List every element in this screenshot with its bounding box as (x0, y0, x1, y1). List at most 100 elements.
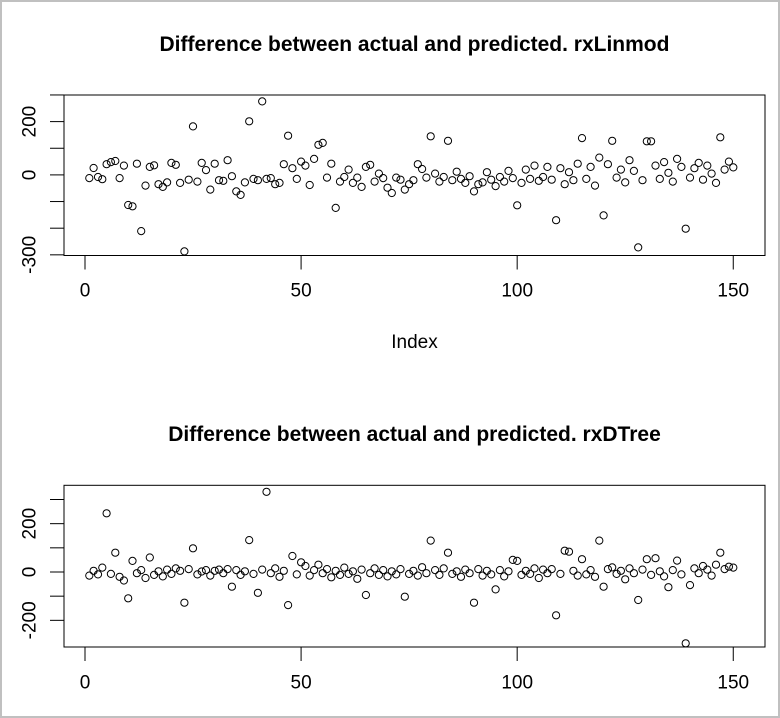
data-point (599, 582, 608, 591)
data-point (487, 175, 496, 184)
data-point (279, 160, 288, 169)
data-point (167, 158, 176, 167)
data-point (236, 190, 245, 199)
data-point (482, 168, 491, 177)
data-point (383, 183, 392, 192)
data-point (487, 570, 496, 579)
chart1-xlabel: Index (391, 332, 438, 353)
data-point (370, 177, 379, 186)
data-point (724, 157, 734, 166)
data-point (612, 173, 621, 182)
data-point (271, 180, 280, 189)
data-point (418, 563, 427, 572)
data-point (111, 548, 120, 557)
data-point (366, 569, 375, 578)
data-point (89, 163, 98, 173)
data-point (98, 563, 107, 572)
data-point (275, 178, 284, 187)
data-point (564, 168, 574, 177)
data-point (292, 174, 301, 183)
data-point (262, 174, 271, 183)
data-point (703, 565, 712, 574)
data-point (201, 166, 211, 175)
data-point (314, 560, 323, 569)
data-point (564, 547, 574, 556)
data-point (206, 185, 215, 194)
data-point (443, 548, 453, 557)
data-point (106, 569, 116, 579)
data-point (616, 566, 626, 575)
data-point (223, 156, 232, 165)
data-point (137, 227, 146, 236)
data-point (720, 565, 729, 574)
data-point (616, 165, 626, 174)
data-point (569, 176, 578, 185)
data-point (106, 158, 116, 167)
data-point (469, 598, 479, 607)
data-point (681, 224, 690, 233)
data-point (711, 178, 721, 187)
data-point (413, 571, 422, 580)
data-point (163, 565, 172, 574)
data-point (534, 176, 543, 185)
data-point (340, 172, 349, 182)
data-point (491, 182, 500, 191)
data-point (348, 567, 357, 576)
data-point (504, 567, 513, 576)
data-point (655, 174, 664, 183)
data-point (431, 169, 440, 178)
data-point (284, 601, 293, 610)
data-point (310, 154, 319, 163)
data-point (590, 572, 600, 581)
data-point (664, 168, 673, 177)
data-point (534, 573, 543, 583)
data-point (171, 564, 180, 573)
data-point (418, 164, 427, 174)
data-point (361, 590, 370, 600)
data-point (305, 571, 314, 580)
data-point (392, 173, 401, 182)
data-point (552, 611, 561, 620)
data-point (443, 136, 453, 145)
data-point (495, 566, 504, 575)
data-point (227, 172, 236, 181)
data-point (396, 175, 405, 184)
data-point (335, 570, 345, 580)
data-point (552, 216, 561, 225)
data-point (331, 203, 340, 212)
data-point (197, 567, 206, 576)
chart2-panel: 0 50 100 150 200 0 -200 (20, 484, 766, 694)
data-point (694, 569, 703, 578)
data-point (448, 176, 457, 185)
data-point (642, 555, 651, 564)
data-point (599, 211, 608, 220)
data-point (465, 172, 474, 181)
data-point (530, 161, 539, 170)
data-point (690, 164, 699, 173)
data-point (111, 156, 120, 166)
data-point (223, 565, 232, 574)
data-point (150, 161, 159, 170)
data-point (517, 570, 526, 580)
data-point (729, 163, 738, 172)
x-tick-label: 150 (717, 281, 749, 302)
data-point (500, 572, 509, 581)
data-point (456, 572, 466, 581)
data-point (560, 546, 569, 555)
data-point (716, 133, 725, 142)
data-point (167, 569, 176, 579)
data-point (180, 598, 189, 607)
x-tick-label: 100 (501, 673, 533, 694)
data-point (426, 536, 435, 545)
data-point (392, 570, 401, 579)
data-point (508, 174, 517, 183)
x-tick-label: 0 (80, 281, 91, 302)
data-point (297, 157, 306, 166)
data-point (361, 162, 370, 171)
data-point (374, 169, 383, 178)
data-point (327, 159, 336, 168)
data-point (115, 572, 124, 581)
data-point (154, 180, 163, 189)
data-point (344, 165, 353, 174)
